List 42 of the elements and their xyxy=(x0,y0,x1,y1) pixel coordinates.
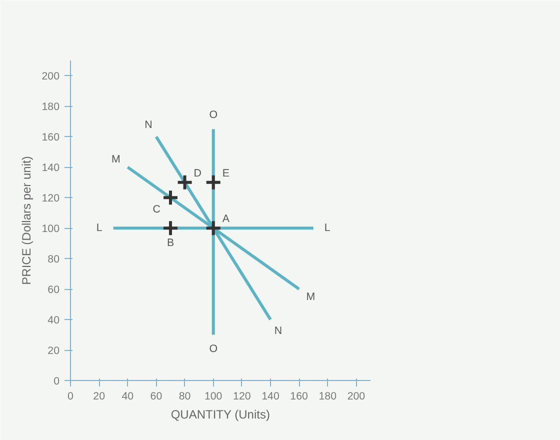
point xyxy=(204,174,222,191)
point xyxy=(204,220,222,237)
y-tick-label: 180 xyxy=(42,101,60,114)
text: M xyxy=(306,290,316,303)
series-label: O xyxy=(209,109,218,122)
y-tick-label: 0 xyxy=(54,376,60,388)
point xyxy=(176,174,194,191)
x-tick-label: 20 xyxy=(93,390,106,402)
text: O xyxy=(209,342,218,355)
y-tick-label: 80 xyxy=(48,254,60,266)
series-label: N xyxy=(144,119,152,132)
x-tick-label: 80 xyxy=(178,390,191,402)
x-tick-label: 140 xyxy=(262,390,280,402)
point xyxy=(162,189,179,206)
series-label: M xyxy=(112,153,120,166)
y-tick-label: 100 xyxy=(42,223,60,236)
y-tick-label: 160 xyxy=(42,132,60,144)
x-tick-label: 160 xyxy=(290,390,308,402)
y-tick-label: 20 xyxy=(48,345,60,358)
point xyxy=(162,220,179,237)
x-tick-label: 60 xyxy=(150,390,162,402)
x-tick-label: 40 xyxy=(122,390,134,402)
y-tick-label: 120 xyxy=(42,192,60,205)
text: L xyxy=(324,222,330,234)
x-tick-label: 180 xyxy=(318,390,337,402)
series-label: D xyxy=(194,167,202,180)
y-tick-label: 40 xyxy=(48,314,60,327)
y-tick-label: 60 xyxy=(48,284,60,296)
x-tick-label: 100 xyxy=(204,390,222,402)
series-label: B xyxy=(166,237,174,250)
x-tick-label: 200 xyxy=(347,390,366,402)
x-tick-label: 0 xyxy=(68,390,74,402)
y-tick-label: 140 xyxy=(42,162,60,174)
y-axis-title: PRICE (Dollars per unit) xyxy=(20,156,34,285)
series-label: L xyxy=(96,222,102,234)
y-tick-label: 200 xyxy=(42,70,60,83)
text: N xyxy=(274,325,282,338)
x-axis-title: QUANTITY (Units) xyxy=(170,408,270,422)
series-label: E xyxy=(222,167,230,180)
x-tick-label: 120 xyxy=(233,390,251,402)
series-label: A xyxy=(222,213,230,226)
series-label: C xyxy=(152,204,161,216)
